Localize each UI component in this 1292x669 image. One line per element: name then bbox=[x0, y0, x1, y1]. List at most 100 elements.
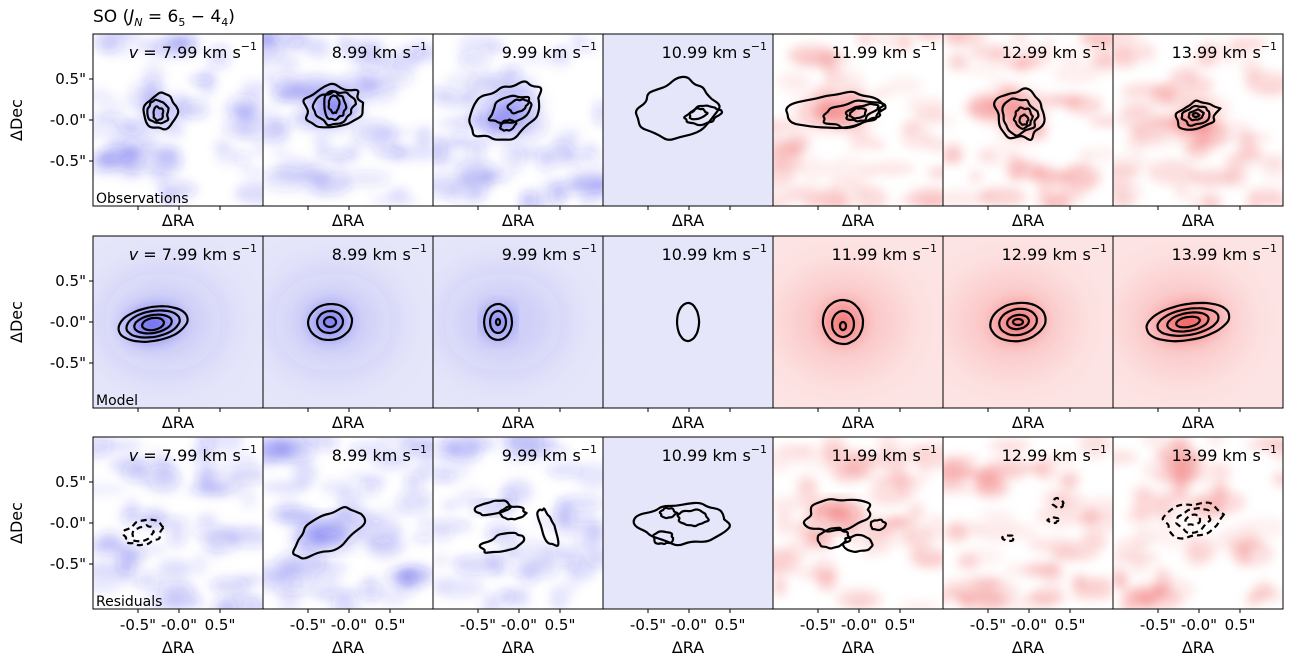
velocity-label: 11.99 km s−1 bbox=[832, 443, 937, 465]
noise-blob bbox=[275, 586, 313, 596]
contour-positive bbox=[848, 107, 868, 120]
noise-blob bbox=[918, 194, 943, 206]
contour-negative bbox=[1051, 496, 1065, 510]
noise-blob bbox=[502, 479, 533, 505]
noise-blob bbox=[907, 501, 925, 523]
noise-blob bbox=[100, 95, 122, 112]
residual-emission bbox=[815, 503, 861, 527]
velocity-value: 11.99 km s bbox=[832, 446, 921, 465]
noise-blob bbox=[816, 572, 838, 592]
noise-blob bbox=[1245, 71, 1283, 97]
contour-positive bbox=[316, 309, 345, 335]
contour-positive bbox=[494, 317, 502, 327]
contour-positive bbox=[802, 498, 872, 533]
noise-blob bbox=[332, 156, 348, 173]
emission-core bbox=[142, 318, 164, 330]
noise-layer bbox=[433, 437, 603, 609]
noise-blob bbox=[1152, 585, 1172, 597]
contour-positive bbox=[1187, 108, 1205, 122]
velocity-label: 12.99 km s−1 bbox=[1002, 242, 1107, 264]
panel-image bbox=[943, 34, 1113, 206]
noise-blob bbox=[850, 595, 871, 609]
velocity-value: 7.99 km s bbox=[162, 245, 241, 264]
velocity-label: 10.99 km s−1 bbox=[662, 242, 767, 264]
panel-frame bbox=[1112, 235, 1284, 409]
noise-blob bbox=[975, 467, 1027, 482]
contour-positive bbox=[838, 320, 848, 332]
xlabel: ΔRA bbox=[1012, 211, 1044, 230]
ytick-label: 0.5" bbox=[55, 70, 86, 88]
noise-blob bbox=[375, 437, 414, 449]
contour-positive bbox=[1174, 99, 1222, 131]
contour-positive bbox=[683, 104, 724, 127]
contour-positive bbox=[483, 302, 514, 341]
noise-blob bbox=[550, 49, 572, 68]
noise-blob bbox=[444, 437, 484, 458]
contour-positive bbox=[816, 526, 852, 550]
noise-blob bbox=[318, 437, 338, 452]
contour-positive bbox=[498, 505, 528, 521]
noise-blob bbox=[415, 125, 433, 148]
xlabel: ΔRA bbox=[502, 413, 534, 432]
noise-blob bbox=[855, 186, 888, 206]
panel-bg bbox=[603, 34, 773, 206]
noise-blob bbox=[239, 167, 263, 177]
noise-blob bbox=[1182, 496, 1226, 520]
xlabel: ΔRA bbox=[502, 211, 534, 230]
noise-blob bbox=[1078, 437, 1112, 458]
contour-positive bbox=[634, 75, 721, 141]
noise-blob bbox=[869, 482, 910, 506]
emission-core bbox=[324, 317, 336, 327]
xlabel: ΔRA bbox=[842, 638, 874, 657]
velocity-value: 8.99 km s bbox=[332, 43, 411, 62]
contour-positive bbox=[658, 506, 679, 520]
noise-blob bbox=[1197, 462, 1233, 488]
velocity-unit-exponent: −1 bbox=[241, 443, 257, 456]
noise-blob bbox=[1025, 562, 1063, 577]
noise-blob bbox=[1088, 116, 1113, 127]
noise-layer bbox=[93, 437, 263, 609]
velocity-label: 10.99 km s−1 bbox=[662, 40, 767, 62]
velocity-value: 12.99 km s bbox=[1002, 43, 1091, 62]
xlabel: ΔRA bbox=[162, 211, 194, 230]
noise-blob bbox=[1223, 154, 1246, 177]
noise-blob bbox=[888, 465, 909, 483]
emission bbox=[313, 308, 347, 336]
noise-blob bbox=[271, 147, 291, 157]
ytick-label: 0.5" bbox=[55, 272, 86, 290]
contour-positive bbox=[302, 82, 365, 129]
noise-blob bbox=[570, 34, 585, 53]
contour-positive bbox=[323, 89, 348, 121]
noise-blob bbox=[142, 587, 180, 609]
noise-blob bbox=[118, 506, 138, 518]
xtick-label: -0.5" bbox=[120, 616, 156, 634]
noise-blob bbox=[587, 521, 603, 542]
contour-positive bbox=[869, 518, 887, 532]
noise-blob bbox=[1081, 509, 1100, 525]
noise-blob bbox=[336, 35, 354, 56]
velocity-symbol: v bbox=[129, 245, 139, 264]
noise-blob bbox=[1172, 440, 1188, 452]
contour-positive bbox=[506, 98, 530, 115]
xtick-label: 0.5" bbox=[545, 616, 576, 634]
velocity-value: 13.99 km s bbox=[1172, 43, 1261, 62]
noise-blob bbox=[520, 190, 537, 206]
panel-r1-c2: 9.99 km s−1 ΔRA bbox=[432, 235, 604, 432]
noise-blob bbox=[512, 587, 530, 608]
panel-image bbox=[603, 236, 773, 408]
noise-blob bbox=[1270, 440, 1283, 463]
noise-blob bbox=[201, 530, 240, 553]
noise-blob bbox=[394, 568, 418, 586]
noise-blob bbox=[227, 94, 260, 117]
contour-positive bbox=[306, 302, 354, 342]
ylabel-model: ΔDec bbox=[7, 301, 26, 343]
noise-blob bbox=[433, 117, 484, 131]
noise-blob bbox=[564, 570, 580, 596]
noise-blob bbox=[1043, 37, 1057, 49]
velocity-label: 11.99 km s−1 bbox=[832, 40, 937, 62]
velocity-label: 8.99 km s−1 bbox=[332, 443, 427, 465]
noise-blob bbox=[442, 501, 458, 510]
noise-blob bbox=[1058, 164, 1103, 188]
noise-blob bbox=[277, 89, 300, 103]
